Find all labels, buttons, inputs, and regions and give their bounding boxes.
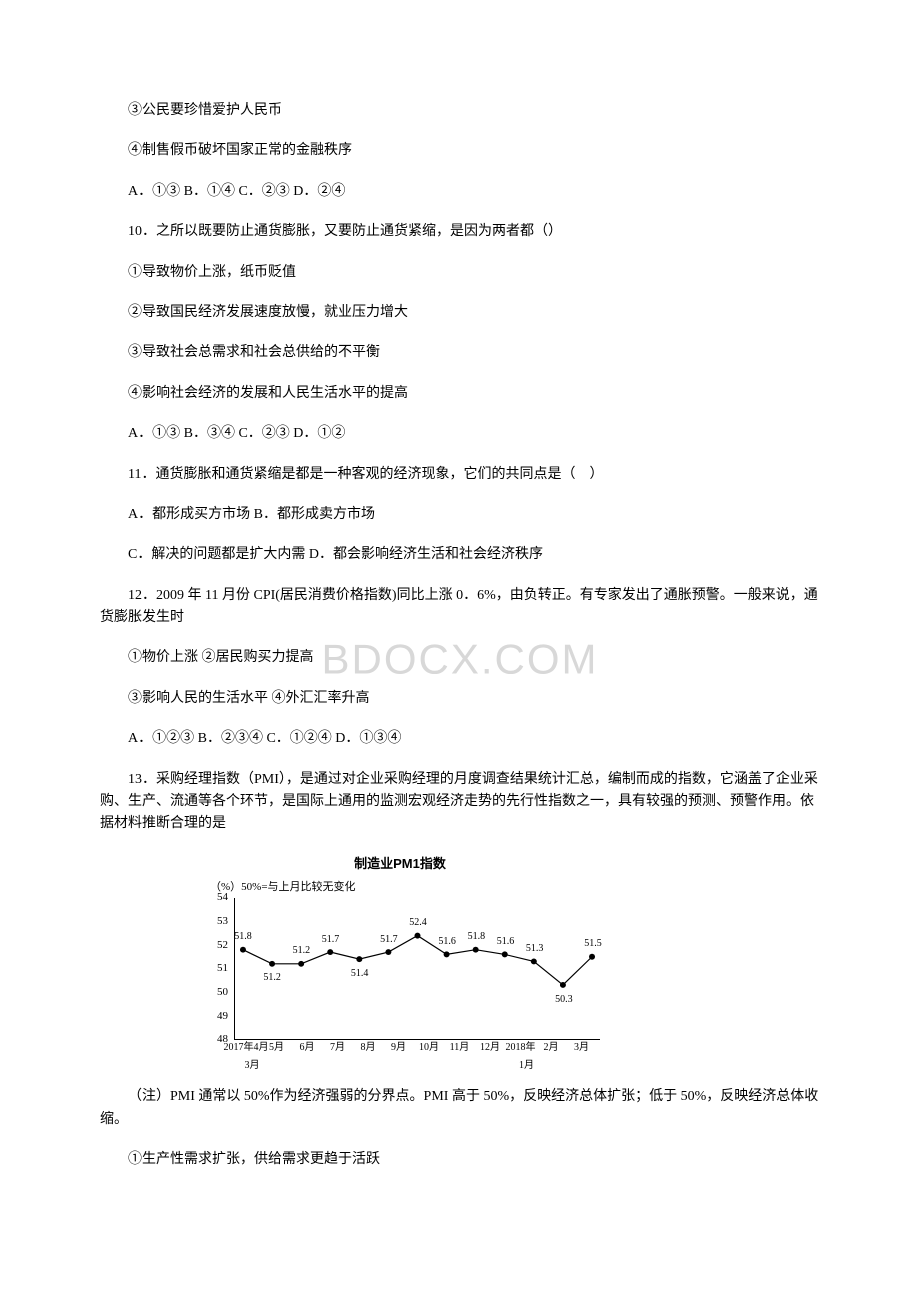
- chart-x-label: 10月: [419, 1040, 439, 1056]
- choice-line: C．解决的问题都是扩大内需 D．都会影响经济生活和社会经济秩序: [100, 544, 820, 566]
- chart-y-tick: 52: [210, 937, 228, 955]
- chart-x-label: 2018年: [506, 1040, 536, 1056]
- question-12: 12．2009 年 11 月份 CPI(居民消费价格指数)同比上涨 0．6%，由…: [100, 585, 820, 630]
- chart-x-labels: 2017年4月5月6月7月8月9月10月11月12月2018年2月3月: [234, 1040, 600, 1058]
- chart-point-label: 51.8: [468, 929, 486, 945]
- chart-x-label-sub: 1月: [519, 1058, 534, 1074]
- chart-ylabel: （%）50%=与上月比较无变化: [210, 879, 610, 897]
- choice-line: A．①③ B．③④ C．②③ D．①②: [100, 423, 820, 445]
- chart-point-label: 52.4: [409, 915, 427, 931]
- chart-point-label: 51.7: [380, 932, 398, 948]
- chart-note: （注）PMI 通常以 50%作为经济强弱的分界点。PMI 高于 50%，反映经济…: [100, 1086, 820, 1131]
- chart-point-label: 51.2: [293, 944, 311, 960]
- chart-x-label: 5月: [269, 1040, 284, 1056]
- chart-point-label: 51.5: [584, 937, 602, 953]
- question-13: 13．采购经理指数（PMI），是通过对企业采购经理的月度调查结果统计汇总，编制而…: [100, 769, 820, 836]
- chart-x-label: 2月: [544, 1040, 559, 1056]
- choice-line: A．①②③ B．②③④ C．①②④ D．①③④: [100, 728, 820, 750]
- chart-title: 制造业PM1指数: [190, 854, 610, 875]
- question-11: 11．通货膨胀和通货紧缩是都是一种客观的经济现象，它们的共同点是（ ）: [100, 464, 820, 486]
- chart-y-tick: 51: [210, 960, 228, 978]
- chart-point-label: 51.6: [438, 934, 456, 950]
- chart-x-label: 9月: [391, 1040, 406, 1056]
- chart-point-label: 51.2: [263, 970, 281, 986]
- chart-x-label-sub: 3月: [245, 1058, 260, 1074]
- pmi-chart: 制造业PM1指数 （%）50%=与上月比较无变化 48495051525354 …: [190, 854, 610, 1058]
- chart-x-label: 2017年4月: [224, 1040, 269, 1056]
- text-line: ④制售假币破坏国家正常的金融秩序: [100, 140, 820, 162]
- chart-x-label: 6月: [300, 1040, 315, 1056]
- chart-y-tick: 54: [210, 889, 228, 907]
- text-line: ①物价上涨 ②居民购买力提高: [100, 647, 820, 669]
- chart-area: 48495051525354 51.851.251.251.751.451.75…: [190, 898, 610, 1058]
- text-line: ③公民要珍惜爱护人民币: [100, 100, 820, 122]
- text-line: ③影响人民的生活水平 ④外汇汇率升高: [100, 688, 820, 710]
- chart-x-labels-row2: 3月 1月: [234, 1058, 600, 1072]
- question-10: 10．之所以既要防止通货膨胀，又要防止通货紧缩，是因为两者都（）: [100, 221, 820, 243]
- chart-point-label: 51.3: [526, 941, 544, 957]
- choice-line: A．都形成买方市场 B．都形成卖方市场: [100, 504, 820, 526]
- choice-line: A．①③ B．①④ C．②③ D．②④: [100, 181, 820, 203]
- chart-y-tick: 49: [210, 1008, 228, 1026]
- chart-y-tick: 53: [210, 913, 228, 931]
- chart-point-label: 51.4: [351, 966, 369, 982]
- text-line: ①生产性需求扩张，供给需求更趋于活跃: [100, 1149, 820, 1171]
- chart-point-label: 51.7: [322, 932, 340, 948]
- text-line: ③导致社会总需求和社会总供给的不平衡: [100, 342, 820, 364]
- chart-x-label: 11月: [450, 1040, 470, 1056]
- text-line: ②导致国民经济发展速度放慢，就业压力增大: [100, 302, 820, 324]
- chart-point-label: 51.8: [234, 929, 252, 945]
- chart-point-label: 51.6: [497, 934, 515, 950]
- text-line: ①导致物价上涨，纸币贬值: [100, 262, 820, 284]
- chart-y-axis: 48495051525354: [210, 898, 232, 1040]
- chart-x-label: 3月: [574, 1040, 589, 1056]
- text-line: ④影响社会经济的发展和人民生活水平的提高: [100, 383, 820, 405]
- chart-x-label: 8月: [361, 1040, 376, 1056]
- chart-x-label: 7月: [330, 1040, 345, 1056]
- chart-x-label: 12月: [480, 1040, 500, 1056]
- chart-plot: 51.8 51.2 51.2 51.7 51.4 51.7 52.4 51.6 51.8 51.6…: [234, 898, 600, 1040]
- chart-y-tick: 50: [210, 984, 228, 1002]
- chart-point-label: 50.3: [555, 992, 573, 1008]
